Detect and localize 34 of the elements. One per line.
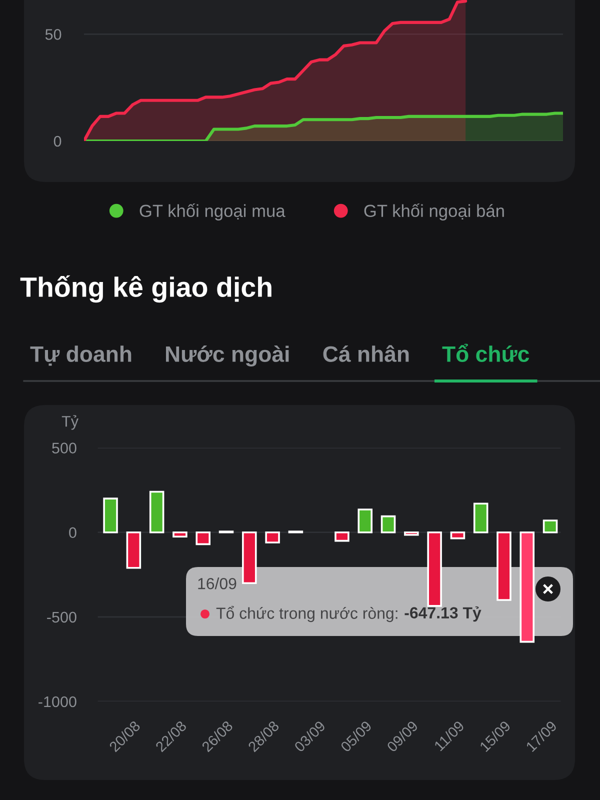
bar [520, 531, 535, 643]
annotation: Tổ chức trong nước ròng: [216, 606, 398, 622]
bar [149, 490, 164, 534]
y-tick-label: -500 [47, 612, 76, 623]
bar [103, 498, 118, 534]
bar [358, 508, 373, 534]
y-tick-label: 0 [69, 527, 76, 538]
bar [265, 531, 280, 544]
bar [450, 531, 466, 540]
legend-label: GT khối ngoại mua [140, 204, 286, 220]
bar [196, 531, 210, 546]
bar [126, 531, 142, 569]
bar [473, 502, 488, 534]
text: Nước ngoài [166, 345, 289, 367]
bar [334, 531, 350, 542]
bar [496, 531, 512, 601]
y-tick-label: 0 [54, 136, 62, 147]
text: Tự doanh [30, 346, 132, 366]
y-tick-label: 500 [52, 442, 76, 454]
annotation: -647.13 Tỷ [404, 606, 482, 622]
bar [172, 531, 188, 538]
bar [427, 531, 442, 607]
legend-label: GT khối ngoại bán [364, 204, 504, 220]
bar [542, 520, 558, 534]
bar [404, 531, 419, 536]
y-axis-title: Tỷ [62, 415, 78, 430]
text: Cá nhân [323, 345, 409, 362]
chart-title: Thống kê giao dịch [20, 275, 272, 303]
y-tick-label: 50 [45, 29, 62, 40]
bar [242, 531, 257, 584]
annotation: 16/09 [198, 578, 236, 590]
bar [380, 515, 396, 534]
text: Tổ chức [442, 344, 530, 362]
y-tick-label: -1000 [38, 696, 76, 708]
